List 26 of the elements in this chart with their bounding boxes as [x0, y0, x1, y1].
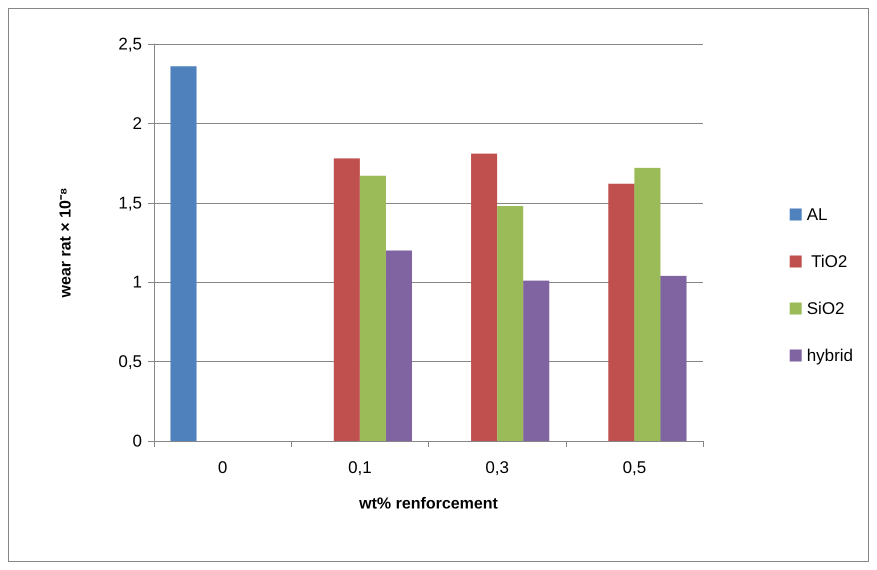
x-axis-title: wt% renforcement — [358, 496, 499, 512]
x-tick-label: 0 — [218, 458, 228, 477]
y-tick-label: 1,5 — [118, 193, 142, 212]
x-tick-label: 0,3 — [485, 458, 509, 477]
y-tick-label: 1 — [132, 272, 142, 292]
x-tick-label: 0,1 — [348, 458, 372, 477]
bar — [608, 184, 634, 441]
bar — [523, 280, 550, 441]
bar — [386, 250, 412, 441]
y-axis-title: wear rat × 10⁻⁸ — [58, 188, 74, 298]
bar — [334, 158, 360, 441]
y-tick-label: 0 — [132, 432, 142, 450]
bar — [634, 168, 660, 441]
bar — [360, 176, 386, 441]
y-tick-label: 2 — [132, 114, 142, 133]
x-tick-label: 0,5 — [622, 458, 646, 477]
bar — [660, 276, 687, 441]
y-tick-label: 0,5 — [118, 352, 142, 372]
bar — [170, 66, 197, 441]
legend-label: hybrid — [806, 346, 854, 365]
legend-label: AL — [806, 205, 828, 224]
legend-label: SiO2 — [806, 299, 844, 318]
bar — [471, 154, 498, 441]
y-tick-label: 2,5 — [118, 34, 142, 54]
legend-label: TiO2 — [806, 252, 848, 271]
bar — [497, 206, 524, 441]
